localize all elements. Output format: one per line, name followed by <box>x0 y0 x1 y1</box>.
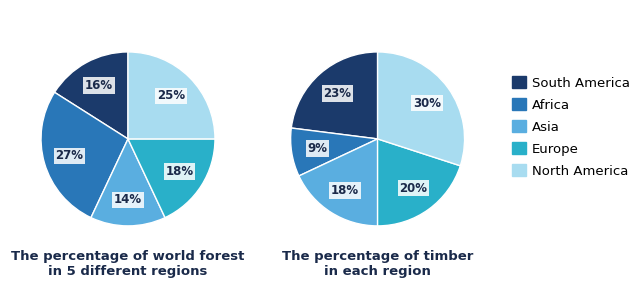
Text: The percentage of timber
in each region: The percentage of timber in each region <box>282 250 474 278</box>
Text: 9%: 9% <box>307 142 328 155</box>
Wedge shape <box>291 128 378 176</box>
Text: 18%: 18% <box>165 165 193 178</box>
Text: 23%: 23% <box>323 87 351 100</box>
Wedge shape <box>378 139 460 226</box>
Text: 25%: 25% <box>157 89 185 102</box>
Text: The percentage of world forest
in 5 different regions: The percentage of world forest in 5 diff… <box>12 250 244 278</box>
Wedge shape <box>299 139 378 226</box>
Text: 30%: 30% <box>413 97 441 110</box>
Legend: South America, Africa, Asia, Europe, North America: South America, Africa, Asia, Europe, Nor… <box>513 76 630 178</box>
Wedge shape <box>291 52 378 139</box>
Text: 27%: 27% <box>56 149 84 162</box>
Wedge shape <box>41 92 128 218</box>
Text: 18%: 18% <box>331 184 359 197</box>
Wedge shape <box>91 139 165 226</box>
Text: 14%: 14% <box>114 193 142 206</box>
Text: 16%: 16% <box>84 79 113 92</box>
Wedge shape <box>128 52 215 139</box>
Wedge shape <box>54 52 128 139</box>
Text: 20%: 20% <box>399 182 428 195</box>
Wedge shape <box>378 52 465 166</box>
Wedge shape <box>128 139 215 218</box>
